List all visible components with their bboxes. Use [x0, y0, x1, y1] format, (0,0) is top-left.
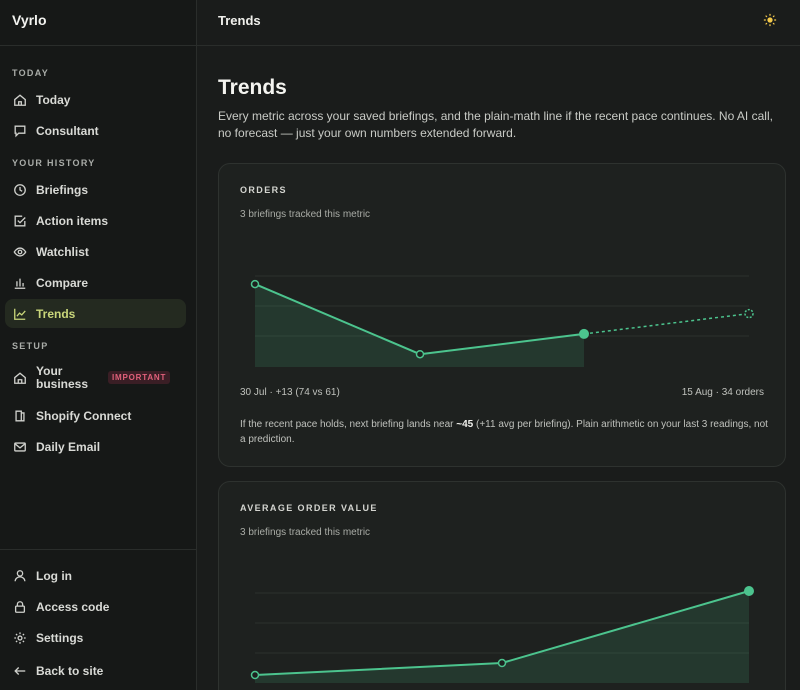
mail-icon — [13, 440, 27, 454]
card-title: ORDERS — [240, 185, 287, 195]
sidebar-item-label: Consultant — [36, 123, 99, 138]
top-bar: Trends — [197, 0, 800, 46]
aov-card: AVERAGE ORDER VALUE 3 briefings tracked … — [218, 481, 786, 690]
projection-value: ~45 — [456, 419, 474, 430]
sidebar-item-label: Watchlist — [36, 244, 89, 259]
data-point — [415, 349, 425, 359]
data-point — [497, 658, 507, 668]
projection-point — [744, 308, 754, 319]
sidebar-item-today[interactable]: Today — [5, 85, 186, 114]
section-label-today: TODAY — [12, 68, 50, 78]
card-subtitle: 3 briefings tracked this metric — [240, 527, 371, 538]
sidebar-item-back-to-site[interactable]: Back to site — [5, 656, 186, 685]
sidebar-item-daily-email[interactable]: Daily Email — [5, 432, 186, 461]
orders-card: ORDERS 3 briefings tracked this metric 3… — [218, 163, 786, 467]
orders-chart — [250, 275, 754, 367]
sidebar-item-settings[interactable]: Settings — [5, 623, 186, 652]
important-badge: IMPORTANT — [108, 371, 171, 384]
lock-icon — [13, 600, 27, 614]
sidebar: Vyrlo TODAY Today Consultant YOUR HISTOR… — [0, 0, 197, 690]
chat-icon — [13, 124, 27, 138]
series-area — [255, 591, 749, 683]
sidebar-item-consultant[interactable]: Consultant — [5, 116, 186, 145]
sidebar-item-label: Shopify Connect — [36, 408, 132, 423]
sidebar-divider — [0, 549, 196, 550]
card-title: AVERAGE ORDER VALUE — [240, 503, 378, 513]
sidebar-item-log-in[interactable]: Log in — [5, 561, 186, 590]
page-description: Every metric across your saved briefings… — [218, 109, 773, 140]
sun-icon — [763, 13, 777, 32]
sidebar-item-label: Access code — [36, 599, 110, 614]
series-area — [255, 284, 584, 367]
brand-logo[interactable]: Vyrlo — [0, 0, 196, 46]
sidebar-item-watchlist[interactable]: Watchlist — [5, 237, 186, 266]
sidebar-item-label: Today — [36, 92, 71, 107]
projection-line — [583, 312, 750, 335]
sidebar-item-briefings[interactable]: Briefings — [5, 175, 186, 204]
checkbox-icon — [13, 214, 27, 228]
sidebar-item-your-business[interactable]: Your business IMPORTANT — [5, 363, 186, 392]
sidebar-item-label: Compare — [36, 275, 89, 290]
aov-chart — [250, 586, 754, 683]
card-subtitle: 3 briefings tracked this metric — [240, 209, 371, 220]
range-start-label: 30 Jul · +13 (74 vs 61) — [240, 387, 340, 398]
theme-toggle-button[interactable] — [760, 12, 780, 32]
storefront-icon — [13, 371, 27, 385]
bar-chart-icon — [13, 276, 27, 290]
page-title: Trends — [218, 76, 287, 99]
sidebar-item-label: Daily Email — [36, 439, 101, 454]
arrow-left-icon — [13, 664, 27, 678]
sidebar-item-label: Log in — [36, 568, 72, 583]
data-point — [744, 586, 754, 596]
sidebar-item-label: Your business — [36, 363, 89, 391]
gear-icon — [13, 631, 27, 645]
user-icon — [13, 569, 27, 583]
sidebar-item-compare[interactable]: Compare — [5, 268, 186, 297]
home-icon — [13, 93, 27, 107]
eye-icon — [13, 245, 27, 259]
range-end-label: 15 Aug · 34 orders — [681, 387, 764, 398]
shopping-bag-icon — [13, 409, 27, 423]
projection-note: If the recent pace holds, next briefing … — [240, 419, 768, 445]
data-point — [579, 328, 589, 339]
sidebar-item-label: Trends — [36, 306, 76, 321]
topbar-title: Trends — [218, 13, 261, 28]
section-label-setup: SETUP — [12, 341, 49, 351]
trend-line-icon — [13, 307, 27, 321]
sidebar-item-label: Settings — [36, 630, 84, 645]
sidebar-item-label: Action items — [36, 213, 109, 228]
sidebar-item-trends[interactable]: Trends — [5, 299, 186, 328]
data-point — [250, 670, 260, 680]
data-point — [250, 279, 260, 289]
sidebar-item-shopify-connect[interactable]: Shopify Connect — [5, 401, 186, 430]
sidebar-item-label: Back to site — [36, 663, 104, 678]
sidebar-item-action-items[interactable]: Action items — [5, 206, 186, 235]
section-label-history: YOUR HISTORY — [12, 158, 96, 168]
sidebar-item-access-code[interactable]: Access code — [5, 592, 186, 621]
clock-icon — [13, 183, 27, 197]
sidebar-item-label: Briefings — [36, 182, 89, 197]
